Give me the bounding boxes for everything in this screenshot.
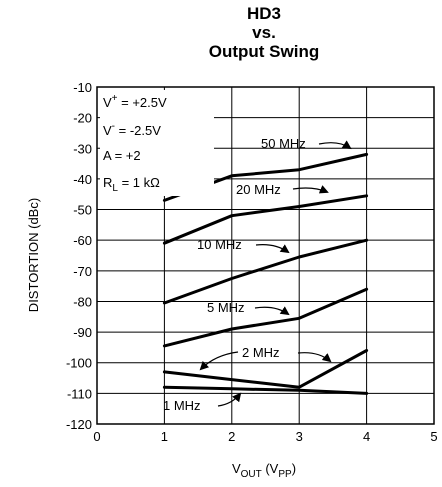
y-tick-label: -50: [73, 203, 92, 218]
y-tick-label: -20: [73, 111, 92, 126]
series-line-2-mhz: [162, 349, 369, 389]
y-tick-label: -110: [67, 386, 92, 401]
condition-gain: A = +2: [103, 148, 141, 163]
x-tick-label: 5: [430, 429, 437, 444]
series-line-5-mhz: [162, 287, 369, 348]
arrow-2mhz-right: [297, 352, 332, 363]
y-axis-label: DISTORTION (dBc): [26, 198, 41, 312]
y-tick-label: -10: [73, 80, 92, 95]
y-tick-label: -60: [73, 233, 92, 248]
label-5mhz: 5 MHz: [207, 300, 245, 315]
y-tick-label: -100: [66, 356, 92, 371]
series-line-10-mhz: [162, 238, 369, 305]
label-10mhz: 10 MHz: [197, 237, 242, 252]
y-tick-label: -120: [66, 417, 92, 432]
x-tick-label: 0: [93, 429, 100, 444]
y-tick-label: -90: [73, 325, 92, 340]
y-tick-label: -80: [73, 294, 92, 309]
arrow-2mhz-left: [199, 351, 239, 371]
y-tick-label: -30: [73, 141, 92, 156]
x-tick-labels: 0 1 2 3 4 5: [93, 429, 437, 444]
label-20mhz: 20 MHz: [236, 182, 281, 197]
condition-vminus: V- = -2.5V: [103, 121, 161, 138]
y-tick-labels: -10 -20 -30 -40 -50 -60 -70 -80 -90 -100 -110 -120: [66, 80, 92, 432]
label-1mhz: 1 MHz: [163, 398, 201, 413]
x-tick-label: 4: [363, 429, 370, 444]
x-tick-label: 3: [296, 429, 303, 444]
y-tick-label: -70: [73, 264, 92, 279]
chart-title-line-3: Output Swing: [209, 42, 319, 61]
condition-load: RL = 1 kΩ: [103, 175, 160, 194]
arrow-20mhz: [292, 185, 329, 194]
label-2mhz: 2 MHz: [242, 345, 280, 360]
series-line-1-mhz: [162, 385, 369, 395]
conditions-box-bg: [100, 90, 214, 196]
arrow-1mhz: [217, 392, 242, 407]
x-tick-label: 1: [161, 429, 168, 444]
label-50mhz: 50 MHz: [261, 136, 306, 151]
condition-vplus: V+ = +2.5V: [103, 93, 167, 110]
chart-title-line-2: vs.: [252, 23, 276, 42]
plot-frame: [96, 86, 435, 425]
series-line-20-mhz: [162, 194, 369, 245]
x-axis-label: VOUT (VPP): [232, 461, 296, 480]
arrow-5mhz: [254, 306, 290, 316]
arrow-50mhz: [318, 140, 352, 150]
arrow-10mhz: [255, 244, 290, 254]
x-tick-label: 2: [228, 429, 235, 444]
y-tick-label: -40: [73, 172, 92, 187]
chart-title-line-1: HD3: [247, 4, 281, 23]
